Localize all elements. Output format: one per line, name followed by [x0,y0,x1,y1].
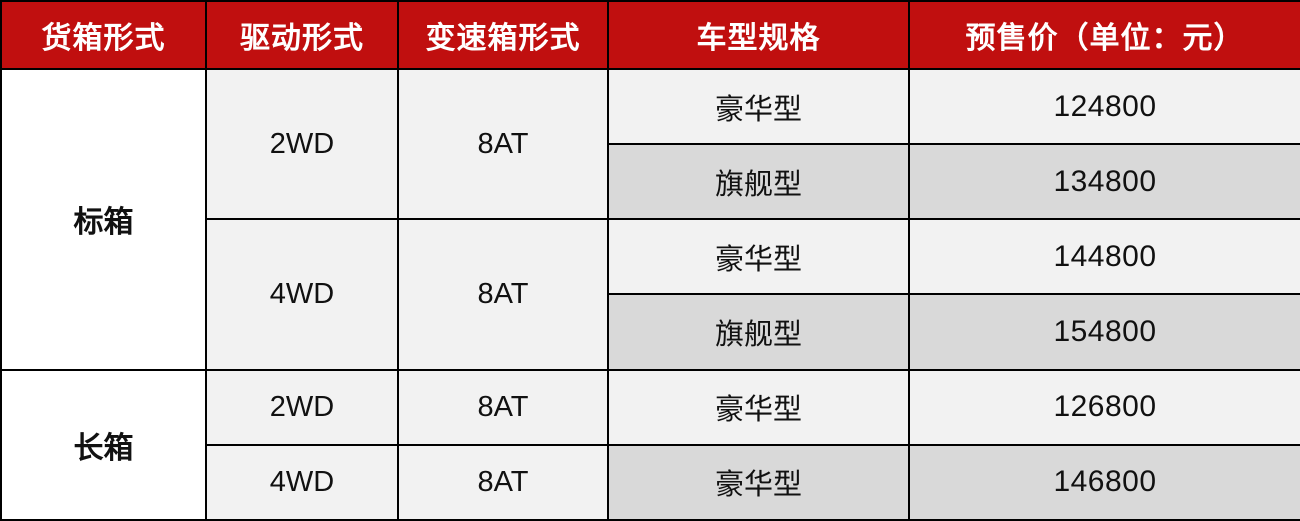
table-row: 4WD 8AT 豪华型 144800 [1,218,1300,371]
header-row: 货箱形式 驱动形式 变速箱形式 车型规格 预售价（单位：元） [0,0,1300,70]
cell-transmission-8at: 8AT [397,218,609,371]
cell-trim: 豪华型 [607,218,910,296]
cell-trim: 旗舰型 [607,143,910,221]
cell-price: 154800 [908,293,1300,371]
cell-box-type-standard: 标箱 [0,68,207,371]
cell-box-type-long: 长箱 [0,368,207,521]
header-cargo-box-type: 货箱形式 [0,0,207,70]
table-row: 4WD 8AT 豪华型 146800 [1,443,1300,521]
cell-price: 124800 [908,67,1300,146]
header-drive-type: 驱动形式 [205,0,399,70]
table-row: 旗舰型 154800 [1,293,1300,371]
header-model-spec: 车型规格 [607,0,910,70]
cell-trim: 豪华型 [607,443,910,521]
cell-price: 126800 [908,368,1300,446]
cell-drive-4wd: 4WD [205,218,399,371]
cell-transmission-8at: 8AT [397,443,609,521]
header-presale-price: 预售价（单位：元） [908,0,1300,70]
cell-transmission-8at: 8AT [397,67,609,221]
cell-price: 134800 [908,143,1300,221]
table-row: 标箱 2WD 8AT 豪华型 124800 [0,67,1300,371]
table-row: 旗舰型 134800 [1,143,1300,221]
cell-price: 144800 [908,218,1300,296]
header-transmission-type: 变速箱形式 [397,0,609,70]
cell-drive-2wd: 2WD [205,67,399,221]
cell-trim: 豪华型 [607,368,910,446]
cell-price: 146800 [908,443,1300,521]
table-row: 长箱 2WD 8AT 豪华型 126800 [0,368,1300,521]
cell-drive-2wd: 2WD [205,368,399,446]
cell-trim: 豪华型 [607,67,910,146]
cell-transmission-8at: 8AT [397,368,609,446]
cell-drive-4wd: 4WD [205,443,399,521]
cell-trim: 旗舰型 [607,293,910,371]
